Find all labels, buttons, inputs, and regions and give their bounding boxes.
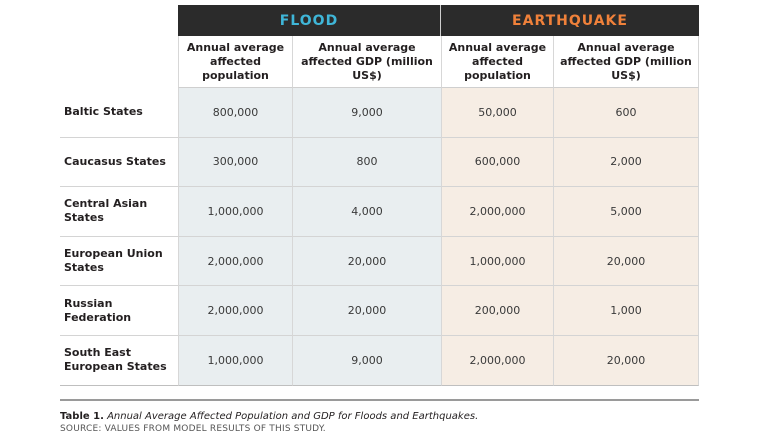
flood-population-value: 800,000: [178, 88, 292, 138]
region-header-blank: [60, 36, 178, 88]
risk-table: FLOOD EARTHQUAKE Annual average affected…: [60, 5, 699, 386]
region-name: Caucasus States: [60, 137, 178, 188]
earthquake-header: EARTHQUAKE: [441, 5, 699, 36]
region-name: South East European States: [60, 335, 178, 386]
earthquake-gdp-value: 2,000: [553, 137, 699, 188]
flood-population-value: 300,000: [178, 137, 292, 188]
table-row: South East European States 1,000,000 9,0…: [60, 335, 699, 386]
earthquake-gdp-value: 1,000: [553, 286, 699, 336]
corner-blank: [60, 5, 178, 36]
table-row: European Union States 2,000,000 20,000 1…: [60, 236, 699, 287]
table-row: Caucasus States 300,000 800 600,000 2,00…: [60, 137, 699, 188]
earthquake-population-value: 2,000,000: [441, 335, 553, 386]
earthquake-gdp-value: 600: [553, 88, 699, 138]
flood-population-header: Annual average affected population: [178, 36, 292, 88]
table-row: Russian Federation 2,000,000 20,000 200,…: [60, 286, 699, 336]
earthquake-population-value: 1,000,000: [441, 236, 553, 287]
flood-gdp-value: 800: [292, 137, 441, 188]
caption-text: Annual Average Affected Population and G…: [107, 411, 479, 422]
region-name: Russian Federation: [60, 286, 178, 336]
earthquake-gdp-header: Annual average affected GDP (million US$…: [553, 36, 699, 88]
flood-gdp-value: 20,000: [292, 236, 441, 287]
caption-label: Table 1.: [60, 411, 104, 422]
earthquake-population-header: Annual average affected population: [441, 36, 553, 88]
earthquake-population-value: 50,000: [441, 88, 553, 138]
flood-gdp-value: 20,000: [292, 286, 441, 336]
earthquake-population-value: 2,000,000: [441, 187, 553, 237]
column-header-row: Annual average affected population Annua…: [60, 36, 699, 88]
earthquake-population-value: 600,000: [441, 137, 553, 188]
region-name: Baltic States: [60, 88, 178, 138]
region-name: European Union States: [60, 236, 178, 287]
table-row: Central Asian States 1,000,000 4,000 2,0…: [60, 187, 699, 237]
caption-title: Table 1. Annual Average Affected Populat…: [60, 410, 700, 423]
flood-gdp-value: 4,000: [292, 187, 441, 237]
table-row: Baltic States 800,000 9,000 50,000 600: [60, 88, 699, 138]
earthquake-gdp-value: 5,000: [553, 187, 699, 237]
caption-source: SOURCE: VALUES FROM MODEL RESULTS OF THI…: [60, 424, 326, 434]
flood-population-value: 2,000,000: [178, 236, 292, 287]
flood-header: FLOOD: [178, 5, 441, 36]
flood-population-value: 1,000,000: [178, 187, 292, 237]
flood-gdp-header: Annual average affected GDP (million US$…: [292, 36, 441, 88]
earthquake-population-value: 200,000: [441, 286, 553, 336]
hazard-header-row: FLOOD EARTHQUAKE: [60, 5, 699, 36]
flood-population-value: 2,000,000: [178, 286, 292, 336]
flood-gdp-value: 9,000: [292, 335, 441, 386]
flood-population-value: 1,000,000: [178, 335, 292, 386]
earthquake-gdp-value: 20,000: [553, 335, 699, 386]
flood-gdp-value: 9,000: [292, 88, 441, 138]
table-caption: Table 1. Annual Average Affected Populat…: [60, 410, 700, 435]
caption-divider: [60, 399, 699, 401]
region-name: Central Asian States: [60, 187, 178, 237]
earthquake-gdp-value: 20,000: [553, 236, 699, 287]
